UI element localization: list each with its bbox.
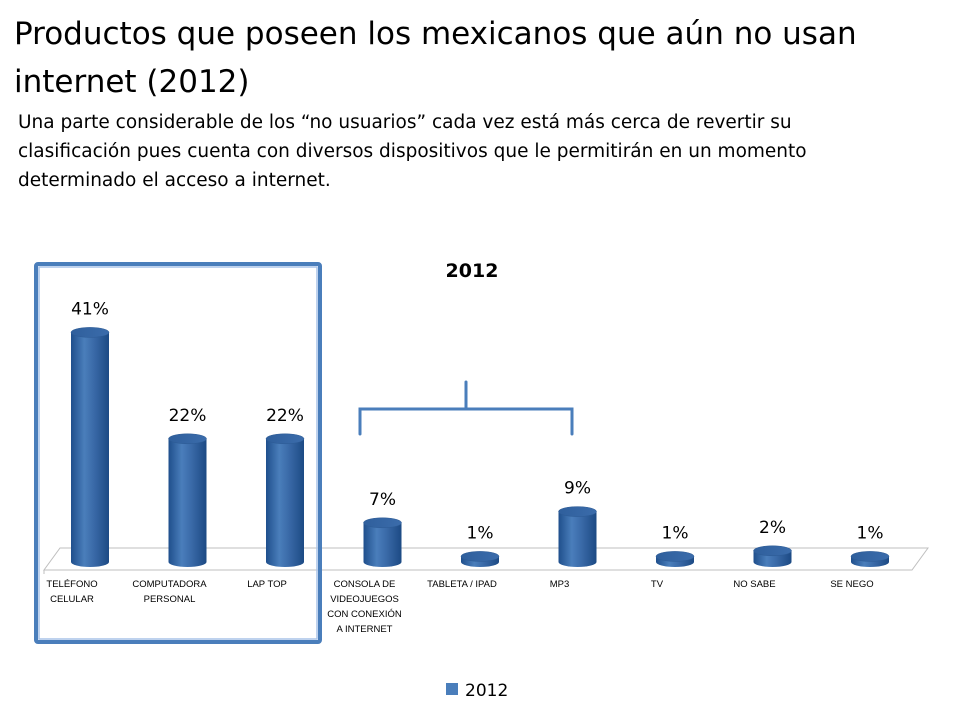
value-label: 7%: [369, 490, 396, 510]
value-label: 2%: [759, 518, 786, 538]
legend-label: 2012: [465, 681, 508, 701]
category-label: TABLETA / IPAD: [427, 579, 497, 590]
bar: [265, 433, 305, 567]
value-label: 1%: [467, 523, 494, 543]
value-labels-group: 41% 22% 22% 7% 1% 9% 1% 2% 1%: [71, 299, 883, 543]
highlight-box: [34, 262, 322, 644]
bar-top: [850, 551, 890, 562]
value-label: 9%: [564, 479, 591, 499]
value-label: 1%: [662, 523, 689, 543]
bar: [70, 327, 110, 567]
value-label: 1%: [857, 523, 884, 543]
value-label: 22%: [169, 406, 207, 426]
value-label: 41%: [71, 299, 109, 319]
bar: [753, 545, 792, 567]
bar-body: [168, 438, 207, 567]
category-label: MP3: [550, 579, 570, 590]
bar-top: [363, 517, 402, 529]
annotations: [34, 262, 574, 644]
bar: [655, 551, 695, 567]
category-label: COMPUTADORA PERSONAL: [132, 579, 207, 605]
bar-body: [558, 511, 597, 567]
category-labels-group: TELÉFONO CELULAR COMPUTADORA PERSONAL LAP TO…: [46, 579, 873, 635]
highlight-box-inner: [38, 266, 318, 640]
bar: [850, 551, 890, 567]
legend: 2012: [446, 681, 508, 701]
bar-top: [558, 506, 597, 517]
slide-title: Productos que poseen los mexicanos que a…: [14, 16, 857, 100]
category-label: NO SABE: [733, 579, 775, 590]
bracket-annotation: [358, 380, 574, 436]
bar-body: [266, 438, 304, 567]
bar-top: [265, 433, 305, 445]
category-label: TV: [651, 579, 664, 590]
slide-subtitle: Una parte considerable de los “no usuari…: [18, 112, 807, 191]
category-label: LAP TOP: [247, 579, 287, 590]
bar: [168, 433, 207, 567]
chart-floor: [43, 547, 929, 574]
legend-swatch: [446, 683, 458, 695]
bar: [558, 506, 597, 567]
bar: [363, 517, 402, 567]
bar-top: [753, 545, 792, 557]
bar: [460, 551, 500, 567]
category-label: TELÉFONO CELULAR: [46, 579, 97, 605]
category-label: SE NEGO: [830, 579, 873, 590]
bar-top: [460, 551, 500, 562]
chart-title: 2012: [446, 260, 499, 282]
bar-body: [363, 522, 402, 567]
value-label: 22%: [266, 406, 304, 426]
bar-body: [71, 332, 109, 567]
bars-group: [70, 327, 890, 567]
bar-top: [168, 433, 207, 445]
floor-plane: [43, 547, 929, 571]
category-label: CONSOLA DE VIDEOJUEGOS CON CONEXIÓN A INTER…: [327, 579, 402, 635]
bar-top: [70, 327, 110, 338]
bar-top: [655, 551, 695, 562]
